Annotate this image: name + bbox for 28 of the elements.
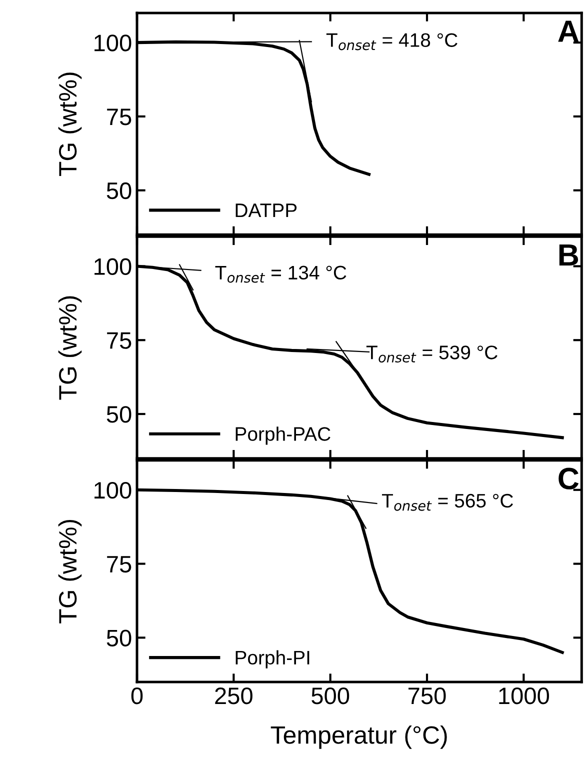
y-axis-title: TG (wt%): [58, 296, 82, 400]
y-axis-title: TG (wt%): [58, 520, 82, 624]
y-tick-label: 75: [107, 556, 132, 573]
annotation: T$_{onset}$ = 134 °C: [215, 266, 346, 283]
y-tick-label: 75: [107, 332, 132, 349]
x-tick-label: 500: [312, 687, 350, 704]
annotation: T$_{onset}$ = 565 °C: [382, 494, 513, 511]
annotation: B: [559, 244, 578, 266]
annotation: T$_{onset}$ = 418 °C: [326, 33, 458, 50]
y-tick-label: 100: [94, 34, 132, 52]
x-tick-label: 0: [131, 687, 143, 704]
annotation: A: [558, 20, 579, 42]
y-tick-label: 75: [107, 108, 132, 126]
y-tick-label: 100: [94, 258, 132, 276]
y-tick-label: 100: [94, 482, 132, 499]
legend-label: Porph-PI: [236, 650, 310, 668]
legend-label: DATPP: [236, 204, 297, 218]
y-tick-label: 50: [106, 630, 132, 646]
x-tick-label: 750: [408, 687, 446, 704]
y-tick-label: 50: [106, 406, 132, 423]
y-tick-label: 50: [106, 182, 132, 200]
annotation: C: [558, 468, 579, 490]
x-tick-label: 250: [215, 687, 252, 704]
y-axis-title: TG (wt%): [58, 72, 82, 176]
x-tick-label: 1000: [499, 687, 550, 704]
legend-label: Porph-PAC: [236, 426, 330, 445]
annotation: T$_{onset}$ = 539 °C: [366, 346, 498, 363]
x-axis-title: Temperatur (°C): [270, 726, 447, 749]
